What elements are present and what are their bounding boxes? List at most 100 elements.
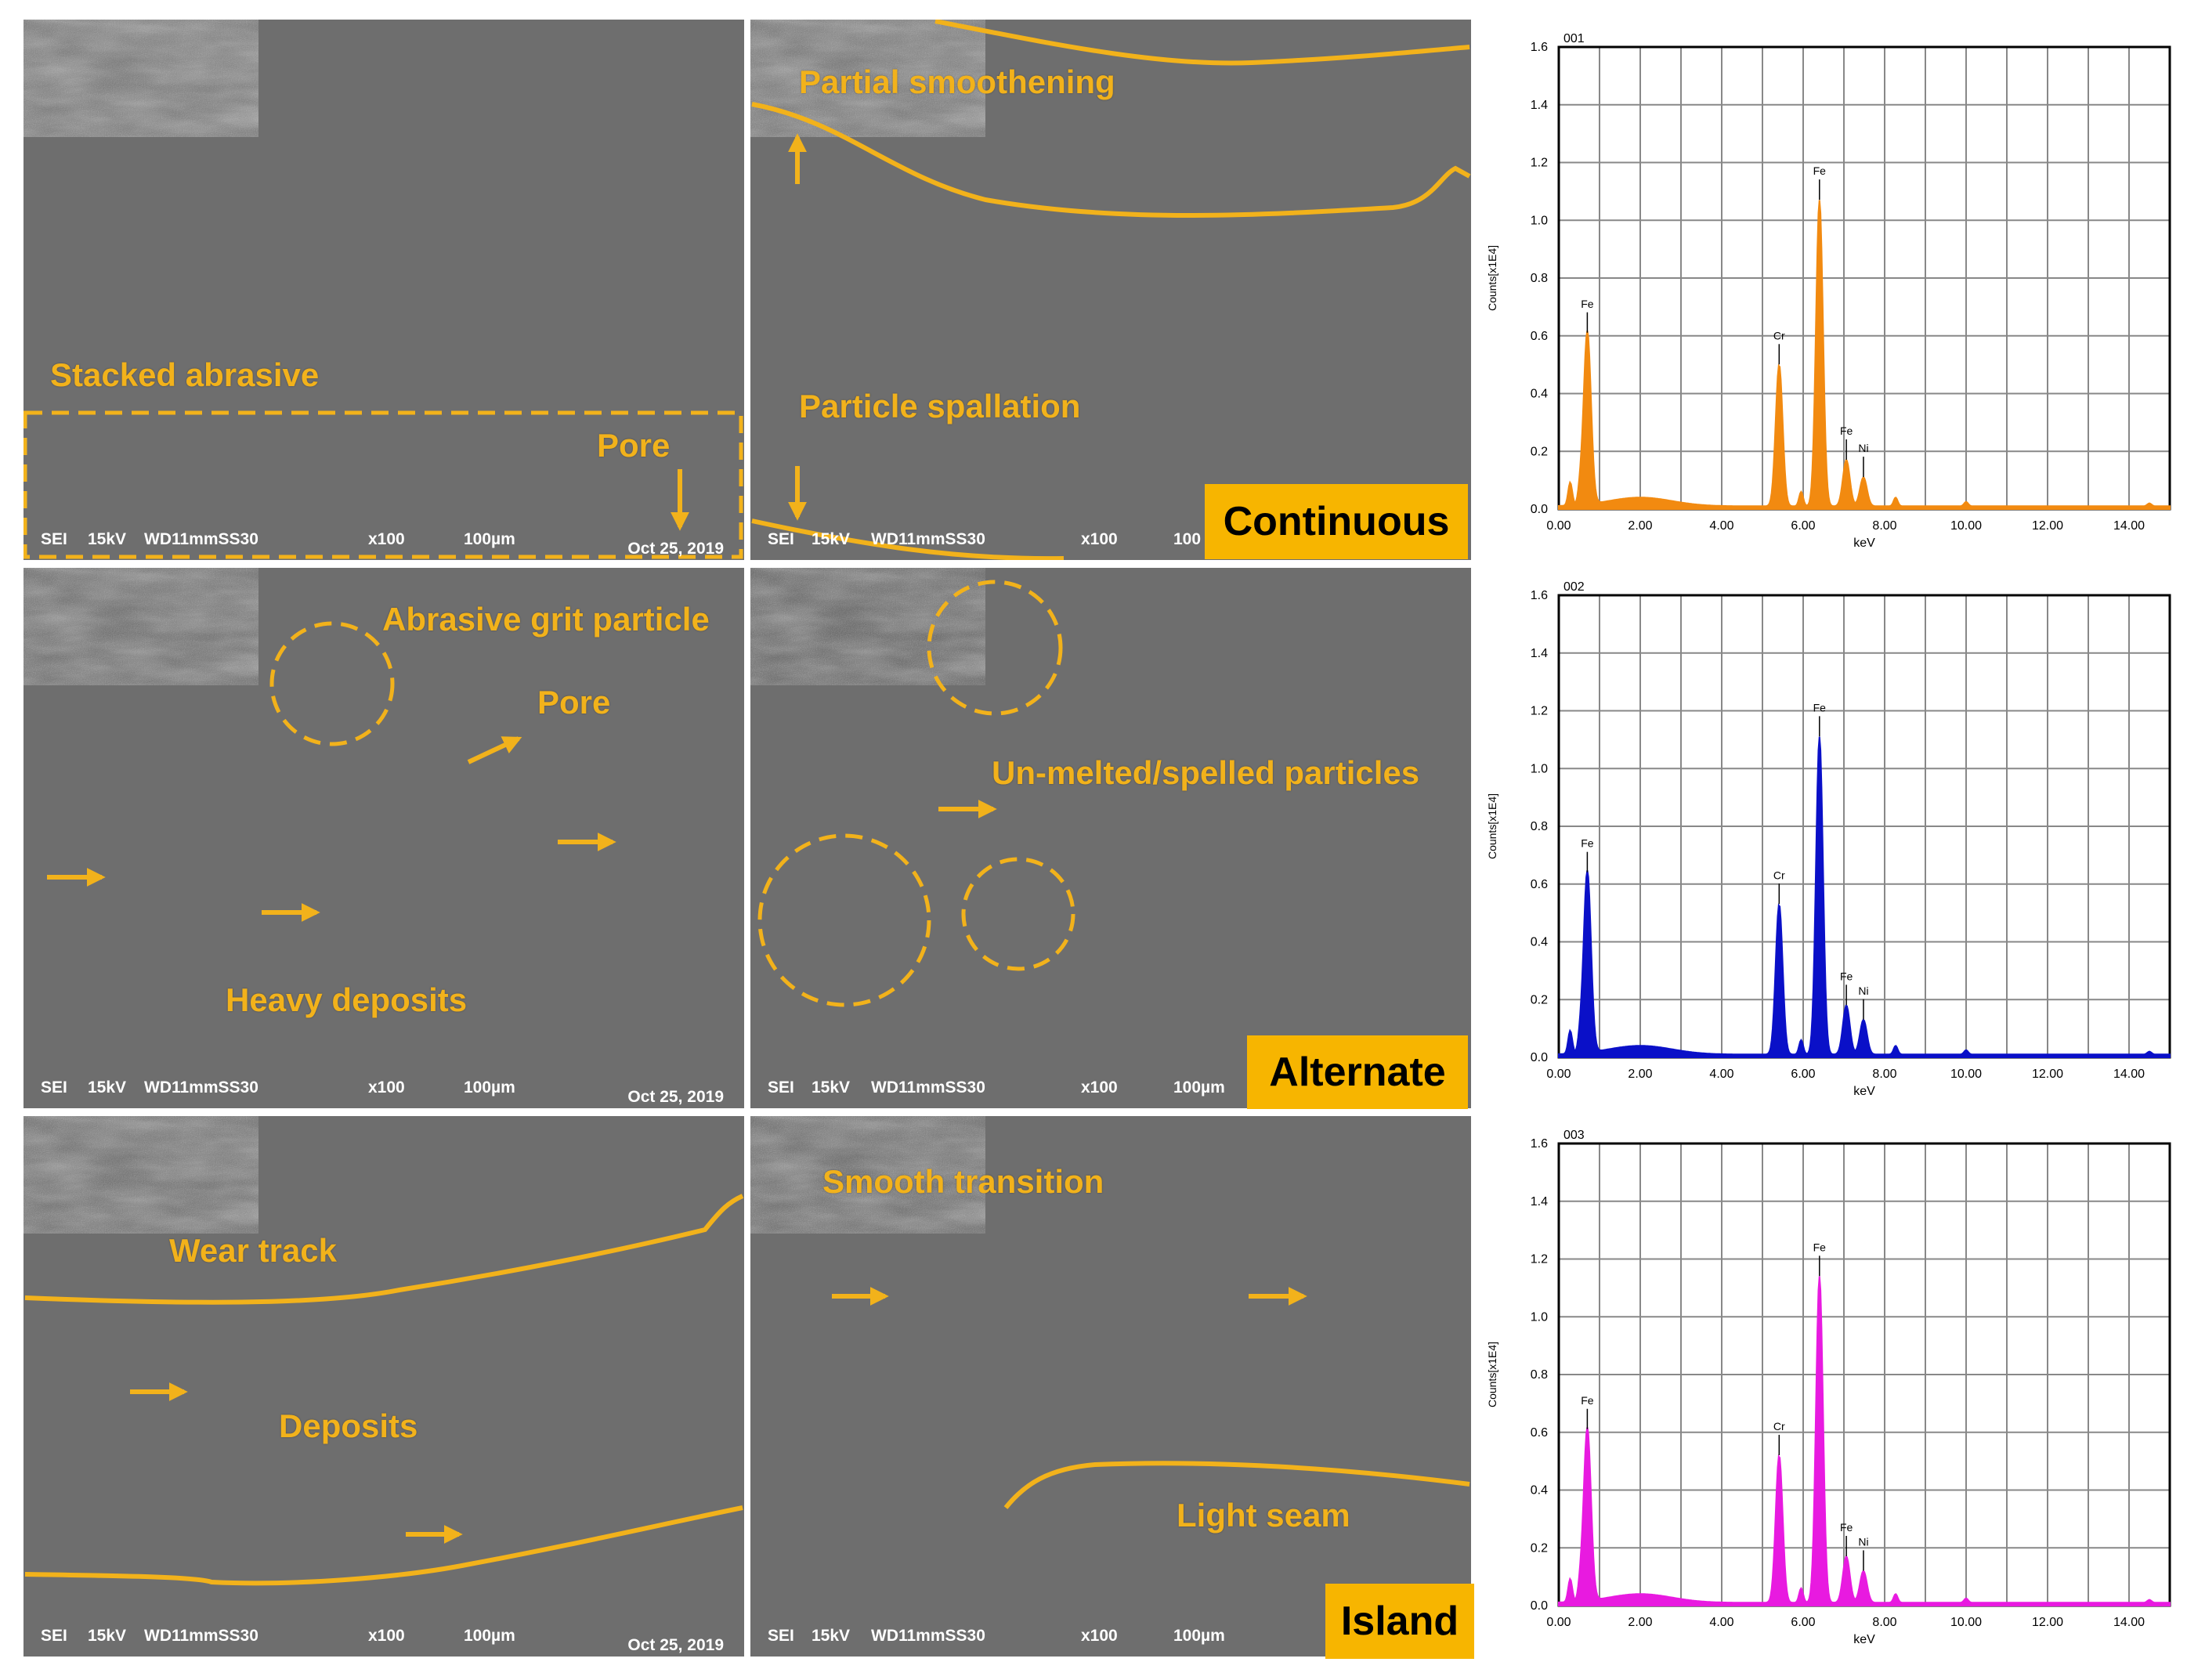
spectrum-title: 001 bbox=[1563, 32, 1585, 45]
sem-texture bbox=[23, 1116, 258, 1234]
peak-label: Ni bbox=[1858, 985, 1868, 997]
info-scale: 100µm bbox=[1173, 1078, 1225, 1097]
sem-panel-alternate-right: Un-melted/spelled particles SEI 15kV WD1… bbox=[750, 568, 1471, 1108]
y-tick-label: 1.4 bbox=[1531, 647, 1548, 660]
dashed-region-box bbox=[23, 410, 743, 559]
x-tick-label: 2.00 bbox=[1628, 1616, 1652, 1629]
peak-label: Cr bbox=[1773, 329, 1785, 341]
info-wd: WD11mmSS30 bbox=[144, 530, 258, 548]
sem-panel-island-right: Smooth transition Light seam SEI 15kV WD… bbox=[750, 1116, 1471, 1657]
sem-info-bar: SEI 15kV WD11mmSS30 x100 100µm bbox=[41, 1071, 727, 1097]
y-tick-label: 1.6 bbox=[1531, 41, 1548, 54]
sem-texture bbox=[23, 568, 258, 685]
label-pore: Pore bbox=[537, 684, 611, 721]
sem-info-bar: SEI 15kV WD11mmSS30 x100 100µm bbox=[41, 1619, 727, 1646]
x-tick-label: 10.00 bbox=[1950, 519, 1982, 533]
label-unmelted-particles: Un-melted/spelled particles bbox=[992, 754, 1420, 791]
x-tick-label: 14.00 bbox=[2113, 1616, 2145, 1629]
y-tick-label: 1.0 bbox=[1531, 1310, 1548, 1324]
x-tick-label: 12.00 bbox=[2032, 1068, 2063, 1081]
info-kv: 15kV bbox=[812, 530, 851, 548]
y-tick-label: 1.0 bbox=[1531, 214, 1548, 227]
y-tick-label: 0.2 bbox=[1531, 445, 1548, 458]
info-wd: WD11mmSS30 bbox=[871, 1078, 985, 1097]
x-tick-label: 2.00 bbox=[1628, 1068, 1652, 1081]
info-date: Oct 25, 2019 bbox=[627, 540, 724, 558]
peak-label: Fe bbox=[1840, 970, 1853, 982]
info-sei: SEI bbox=[768, 1078, 794, 1097]
grit-particle-circle bbox=[269, 621, 395, 746]
sem-texture bbox=[750, 20, 985, 137]
x-tick-label: 2.00 bbox=[1628, 519, 1652, 533]
annotation-overlay bbox=[832, 1287, 1470, 1509]
spectrum-title: 002 bbox=[1563, 580, 1585, 594]
info-scale: 100µm bbox=[464, 1627, 515, 1645]
x-tick-label: 14.00 bbox=[2113, 1068, 2145, 1081]
y-tick-label: 0.8 bbox=[1531, 820, 1548, 833]
info-mag: x100 bbox=[368, 1627, 405, 1645]
smoothening-boundary-top bbox=[934, 20, 1470, 66]
y-tick-label: 0.8 bbox=[1531, 1368, 1548, 1382]
annotation-overlay bbox=[757, 580, 1075, 1007]
mode-badge-island: Island bbox=[1325, 1584, 1474, 1659]
y-tick-label: 0.0 bbox=[1531, 503, 1548, 516]
y-axis-label: Counts[x1E4] bbox=[1486, 793, 1498, 859]
info-scale: 100µm bbox=[1173, 1627, 1225, 1645]
sem-panel-alternate-left: Abrasive grit particle Pore Heavy deposi… bbox=[23, 568, 744, 1108]
annotation-overlay bbox=[751, 20, 1471, 560]
y-tick-label: 1.6 bbox=[1531, 589, 1548, 602]
y-tick-label: 1.0 bbox=[1531, 762, 1548, 775]
peak-label: Fe bbox=[1581, 837, 1594, 850]
label-stacked-abrasive: Stacked abrasive bbox=[50, 356, 320, 393]
peak-label: Cr bbox=[1773, 1420, 1785, 1433]
y-tick-label: 1.2 bbox=[1531, 705, 1548, 718]
info-date: Oct 25, 2019 bbox=[627, 1088, 724, 1106]
annotation-overlay bbox=[24, 1194, 744, 1586]
wear-track-bottom bbox=[24, 1505, 743, 1586]
info-sei: SEI bbox=[41, 1627, 67, 1645]
label-pore: Pore bbox=[597, 427, 671, 464]
y-tick-label: 0.0 bbox=[1531, 1051, 1548, 1064]
x-tick-label: 12.00 bbox=[2032, 519, 2063, 533]
info-wd: WD11mmSS30 bbox=[871, 530, 985, 548]
y-tick-label: 1.4 bbox=[1531, 99, 1548, 112]
spectrum-svg: 0.00 2.00 4.00 6.00 8.00 10.00 12.00 14.00 0.0 0.… bbox=[1486, 32, 2171, 550]
particle-circle bbox=[757, 833, 931, 1007]
y-tick-label: 0.2 bbox=[1531, 993, 1548, 1006]
sem-panel-continuous-left: Stacked abrasive Pore SEI 15kV WD11mmSS3… bbox=[23, 20, 744, 560]
info-date: Oct 25, 2019 bbox=[627, 1636, 724, 1654]
peak-label: Fe bbox=[1813, 701, 1827, 714]
peak-label: Fe bbox=[1813, 1241, 1827, 1253]
spectrum-area bbox=[1558, 200, 2171, 510]
particle-circle bbox=[961, 857, 1075, 971]
x-tick-label: 0.00 bbox=[1546, 519, 1571, 533]
info-mag: x100 bbox=[1081, 1627, 1118, 1645]
y-tick-label: 1.2 bbox=[1531, 157, 1548, 170]
peak-label: Ni bbox=[1858, 1535, 1868, 1548]
sem-texture bbox=[750, 1116, 985, 1234]
y-tick-label: 0.6 bbox=[1531, 1426, 1548, 1440]
y-tick-label: 1.4 bbox=[1531, 1195, 1548, 1209]
peak-label: Cr bbox=[1773, 869, 1785, 881]
light-seam-boundary bbox=[1003, 1461, 1470, 1509]
label-light-seam: Light seam bbox=[1177, 1497, 1350, 1534]
x-tick-label: 4.00 bbox=[1709, 519, 1733, 533]
eds-spectrum-island: 0.00 2.00 4.00 6.00 8.00 10.00 12.00 14.00 0.0 0.… bbox=[1473, 1120, 2178, 1653]
y-tick-label: 0.0 bbox=[1531, 1599, 1548, 1613]
peak-label: Ni bbox=[1858, 442, 1868, 454]
sem-info-bar: SEI 15kV WD11mmSS30 x100 100µm bbox=[41, 522, 727, 549]
label-partial-smoothening: Partial smoothening bbox=[799, 63, 1115, 100]
x-tick-label: 8.00 bbox=[1872, 1616, 1896, 1629]
y-axis-label: Counts[x1E4] bbox=[1486, 1342, 1498, 1407]
info-sei: SEI bbox=[768, 530, 794, 548]
x-tick-label: 14.00 bbox=[2113, 519, 2145, 533]
annotation-overlay bbox=[47, 621, 616, 922]
eds-spectrum-alternate: 0.00 2.00 4.00 6.00 8.00 10.00 12.00 14.00 0.0 0.… bbox=[1473, 572, 2178, 1104]
x-axis-label: keV bbox=[1853, 1633, 1875, 1646]
label-wear-track: Wear track bbox=[169, 1232, 338, 1269]
spectrum-svg: 0.00 2.00 4.00 6.00 8.00 10.00 12.00 14.00 0.0 0.… bbox=[1486, 580, 2171, 1098]
sem-info-bar: SEI 15kV WD11mmSS30 x100 100 bbox=[768, 522, 1454, 549]
y-tick-label: 0.4 bbox=[1531, 388, 1548, 401]
sem-panel-continuous-right: Partial smoothening Particle spallation … bbox=[750, 20, 1471, 560]
x-tick-label: 4.00 bbox=[1709, 1068, 1733, 1081]
